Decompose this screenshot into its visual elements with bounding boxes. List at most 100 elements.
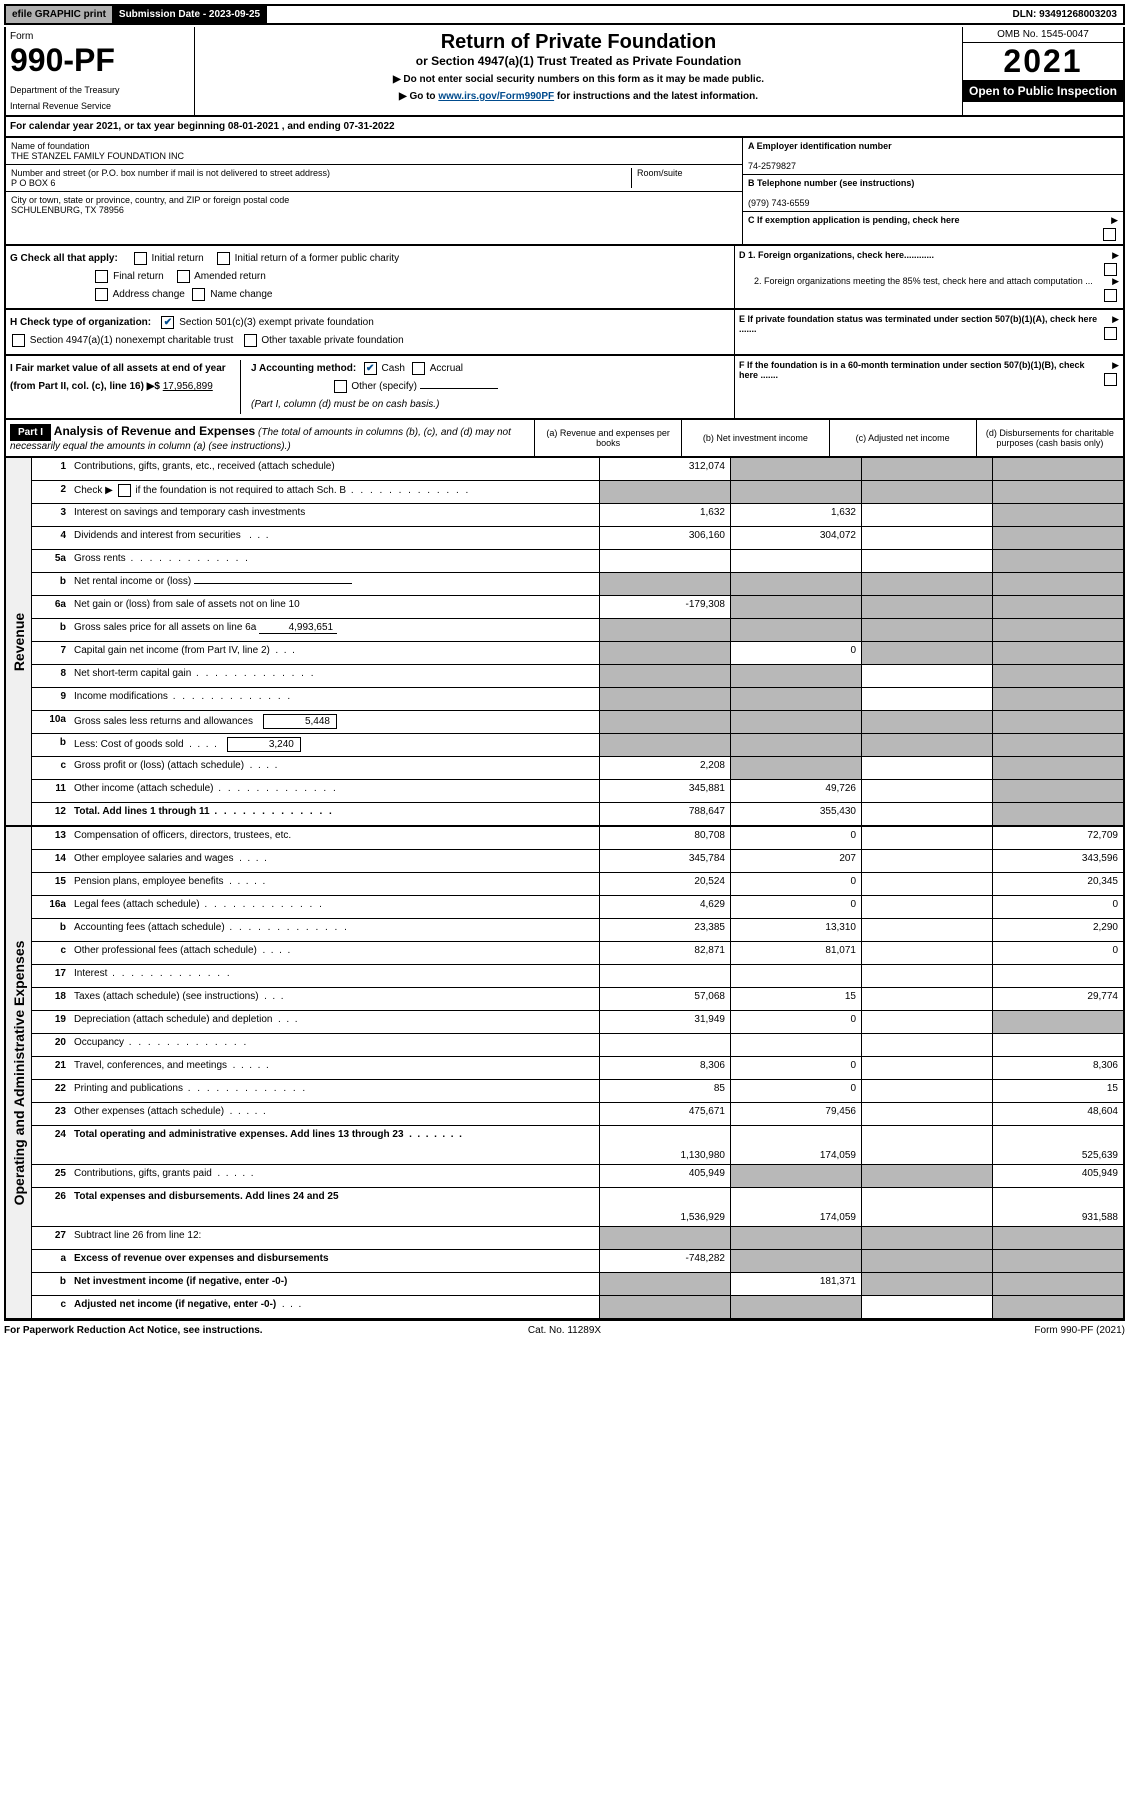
submission-date: Submission Date - 2023-09-25 [113, 6, 267, 23]
info-right: A Employer identification number 74-2579… [742, 138, 1123, 244]
row-10a: 10a Gross sales less returns and allowan… [32, 710, 1123, 733]
efile-label[interactable]: efile GRAPHIC print [6, 6, 113, 23]
g-amended-cb[interactable] [177, 270, 190, 283]
form-subtitle: or Section 4947(a)(1) Trust Treated as P… [199, 54, 958, 68]
sch-b-cb[interactable] [118, 484, 131, 497]
city-state-zip: SCHULENBURG, TX 78956 [11, 205, 124, 215]
c-checkbox[interactable] [1103, 228, 1116, 241]
form-label: Form [10, 31, 190, 42]
section-h-row: H Check type of organization: Section 50… [4, 310, 1125, 356]
d1-checkbox[interactable] [1104, 263, 1117, 276]
phone-block: B Telephone number (see instructions) (9… [743, 175, 1123, 212]
row-16c: c Other professional fees (attach schedu… [32, 941, 1123, 964]
part1-title: Part I Analysis of Revenue and Expenses … [6, 420, 534, 456]
revenue-side-label: Revenue [6, 458, 32, 825]
dept-treasury: Department of the Treasury [10, 85, 190, 95]
row-27: 27 Subtract line 26 from line 12: [32, 1226, 1123, 1249]
open-public-badge: Open to Public Inspection [963, 80, 1123, 102]
j-accrual-cb[interactable] [412, 362, 425, 375]
row-11: 11 Other income (attach schedule) 345,88… [32, 779, 1123, 802]
row-6b: b Gross sales price for all assets on li… [32, 618, 1123, 641]
section-g-row: G Check all that apply: Initial return I… [4, 246, 1125, 310]
row-10b: b Less: Cost of goods sold . . . .3,240 [32, 733, 1123, 756]
ein: 74-2579827 [748, 161, 796, 171]
tax-year: 2021 [963, 43, 1123, 80]
h-501c3-cb[interactable] [161, 316, 174, 329]
row-6a: 6a Net gain or (loss) from sale of asset… [32, 595, 1123, 618]
dln: DLN: 93491268003203 [1006, 6, 1123, 23]
row-2: 2 Check ▶ if the foundation is not requi… [32, 480, 1123, 503]
dept-irs: Internal Revenue Service [10, 101, 190, 111]
foundation-name: THE STANZEL FAMILY FOUNDATION INC [11, 151, 184, 161]
row-10c: c Gross profit or (loss) (attach schedul… [32, 756, 1123, 779]
part1-header-box: Part I Analysis of Revenue and Expenses … [4, 420, 1125, 458]
d2-checkbox[interactable] [1104, 289, 1117, 302]
top-bar: efile GRAPHIC print Submission Date - 20… [4, 4, 1125, 25]
j-other-cb[interactable] [334, 380, 347, 393]
row-23: 23 Other expenses (attach schedule) . . … [32, 1102, 1123, 1125]
col-a-header: (a) Revenue and expenses per books [534, 420, 681, 456]
section-e-block: E If private foundation status was termi… [734, 310, 1123, 354]
row-16a: 16a Legal fees (attach schedule) 4,62900 [32, 895, 1123, 918]
row-15: 15 Pension plans, employee benefits . . … [32, 872, 1123, 895]
city-block: City or town, state or province, country… [6, 192, 742, 218]
foundation-name-block: Name of foundation THE STANZEL FAMILY FO… [6, 138, 742, 165]
header-right: OMB No. 1545-0047 2021 Open to Public In… [962, 27, 1123, 115]
header-left: Form 990-PF Department of the Treasury I… [6, 27, 195, 115]
form-title: Return of Private Foundation [199, 31, 958, 54]
footer-left: For Paperwork Reduction Act Notice, see … [4, 1325, 378, 1336]
expenses-side-label: Operating and Administrative Expenses [6, 827, 32, 1318]
col-b-header: (b) Net investment income [681, 420, 828, 456]
row-14: 14 Other employee salaries and wages . .… [32, 849, 1123, 872]
row-4: 4 Dividends and interest from securities… [32, 526, 1123, 549]
row-18: 18 Taxes (attach schedule) (see instruct… [32, 987, 1123, 1010]
g-address-change-cb[interactable] [95, 288, 108, 301]
irs-link[interactable]: www.irs.gov/Form990PF [438, 91, 554, 102]
g-final-return-cb[interactable] [95, 270, 108, 283]
address-block: Number and street (or P.O. box number if… [6, 165, 742, 192]
g-initial-return-cb[interactable] [134, 252, 147, 265]
row-21: 21 Travel, conferences, and meetings . .… [32, 1056, 1123, 1079]
section-f-block: F If the foundation is in a 60-month ter… [734, 356, 1123, 418]
col-d-header: (d) Disbursements for charitable purpose… [976, 420, 1123, 456]
section-i-j-left: I Fair market value of all assets at end… [6, 356, 734, 418]
expenses-table: Operating and Administrative Expenses 13… [4, 827, 1125, 1320]
col-c-header: (c) Adjusted net income [829, 420, 976, 456]
g-name-change-cb[interactable] [192, 288, 205, 301]
footer-form: Form 990-PF (2021) [751, 1325, 1125, 1336]
row-20: 20 Occupancy [32, 1033, 1123, 1056]
address: P O BOX 6 [11, 178, 55, 188]
row-27b: b Net investment income (if negative, en… [32, 1272, 1123, 1295]
ein-block: A Employer identification number 74-2579… [743, 138, 1123, 175]
row-22: 22 Printing and publications 85015 [32, 1079, 1123, 1102]
part1-badge: Part I [10, 424, 51, 441]
header-center: Return of Private Foundation or Section … [195, 27, 962, 115]
info-left: Name of foundation THE STANZEL FAMILY FO… [6, 138, 742, 244]
exemption-pending-block: C If exemption application is pending, c… [743, 212, 1123, 244]
row-25: 25 Contributions, gifts, grants paid . .… [32, 1164, 1123, 1187]
section-h-left: H Check type of organization: Section 50… [6, 310, 734, 354]
form-number: 990-PF [10, 42, 190, 79]
instr-1: ▶ Do not enter social security numbers o… [199, 74, 958, 85]
h-4947-cb[interactable] [12, 334, 25, 347]
section-i-j-row: I Fair market value of all assets at end… [4, 356, 1125, 420]
omb-number: OMB No. 1545-0047 [963, 27, 1123, 43]
e-checkbox[interactable] [1104, 327, 1117, 340]
h-other-taxable-cb[interactable] [244, 334, 257, 347]
j-cash-cb[interactable] [364, 362, 377, 375]
row-24: 24 Total operating and administrative ex… [32, 1125, 1123, 1164]
row-5b: b Net rental income or (loss) [32, 572, 1123, 595]
page-footer: For Paperwork Reduction Act Notice, see … [4, 1320, 1125, 1336]
row-27a: a Excess of revenue over expenses and di… [32, 1249, 1123, 1272]
row-17: 17 Interest [32, 964, 1123, 987]
info-block: Name of foundation THE STANZEL FAMILY FO… [4, 138, 1125, 246]
g-initial-former-cb[interactable] [217, 252, 230, 265]
phone: (979) 743-6559 [748, 198, 810, 208]
row-1: 1 Contributions, gifts, grants, etc., re… [32, 458, 1123, 480]
row-9: 9 Income modifications [32, 687, 1123, 710]
row-12: 12 Total. Add lines 1 through 11 788,647… [32, 802, 1123, 825]
instr-2: ▶ Go to www.irs.gov/Form990PF for instru… [199, 91, 958, 102]
row-19: 19 Depreciation (attach schedule) and de… [32, 1010, 1123, 1033]
row-7: 7 Capital gain net income (from Part IV,… [32, 641, 1123, 664]
f-checkbox[interactable] [1104, 373, 1117, 386]
